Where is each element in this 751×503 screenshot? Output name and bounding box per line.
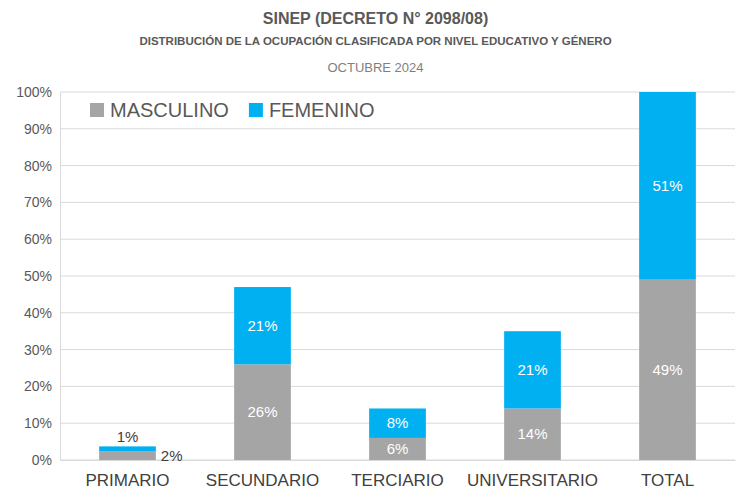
bar bbox=[234, 364, 291, 460]
bar bbox=[504, 331, 561, 408]
x-tick: TOTAL bbox=[641, 460, 694, 490]
y-tick-label: 0% bbox=[32, 452, 52, 468]
chart: SINEP (DECRETO N° 2098/08) DISTRIBUCIÓN D… bbox=[0, 0, 751, 503]
x-tick-label: PRIMARIO bbox=[85, 471, 169, 490]
y-tick: 90% bbox=[24, 121, 60, 137]
y-tick-label: 90% bbox=[24, 121, 52, 137]
data-label: 26% bbox=[247, 403, 277, 420]
y-tick: 100% bbox=[16, 84, 60, 100]
grid-line bbox=[60, 128, 735, 129]
x-tick: UNIVERSITARIO bbox=[467, 460, 598, 490]
y-tick: 70% bbox=[24, 194, 60, 210]
grid-line bbox=[60, 165, 735, 166]
x-tick-label: TOTAL bbox=[641, 471, 694, 490]
annotation: OCTUBRE 2024 bbox=[327, 60, 423, 75]
legend-label: MASCULINO bbox=[110, 99, 229, 121]
y-tick-label: 50% bbox=[24, 268, 52, 284]
y-tick-label: 40% bbox=[24, 305, 52, 321]
data-label: 6% bbox=[387, 440, 409, 457]
bars bbox=[99, 92, 696, 460]
bar bbox=[234, 287, 291, 364]
data-label: 21% bbox=[517, 361, 547, 378]
y-tick: 30% bbox=[24, 342, 60, 358]
y-tick-label: 20% bbox=[24, 378, 52, 394]
y-axis: 0% 10% 20% 30% 40% 50% 60% 70% 80% 90% 100% bbox=[16, 84, 60, 468]
bar bbox=[99, 446, 156, 451]
bar bbox=[369, 408, 426, 437]
grid-line bbox=[60, 349, 735, 350]
y-axis-line bbox=[60, 93, 61, 461]
series bbox=[99, 92, 696, 452]
y-tick-label: 30% bbox=[24, 342, 52, 358]
data-labels: 2% 26% 6% 14% 49% 1% 21% 8% 21% 51% bbox=[117, 177, 683, 464]
y-tick-label: 60% bbox=[24, 231, 52, 247]
y-tick: 20% bbox=[24, 378, 60, 394]
y-tick-label: 80% bbox=[24, 158, 52, 174]
grid-line bbox=[60, 202, 735, 203]
grid-line bbox=[60, 92, 735, 93]
grid-line bbox=[60, 386, 735, 387]
subtitle: DISTRIBUCIÓN DE LA OCUPACIÓN CLASIFICADA… bbox=[139, 35, 611, 47]
grid-line bbox=[60, 239, 735, 240]
bar bbox=[369, 438, 426, 460]
data-label: 2% bbox=[161, 447, 183, 464]
bar bbox=[504, 408, 561, 460]
legend-item: FEMENINO bbox=[249, 99, 375, 121]
x-tick: SECUNDARIO bbox=[206, 460, 319, 490]
x-tick-label: SECUNDARIO bbox=[206, 471, 319, 490]
data-label: 51% bbox=[652, 177, 682, 194]
legend-label: FEMENINO bbox=[269, 99, 375, 121]
x-tick: TERCIARIO bbox=[351, 460, 444, 490]
y-tick: 0% bbox=[32, 452, 60, 468]
data-label: 21% bbox=[247, 317, 277, 334]
data-label: 49% bbox=[652, 361, 682, 378]
bar bbox=[99, 452, 156, 460]
legend-swatch bbox=[90, 103, 104, 117]
data-label: 8% bbox=[387, 414, 409, 431]
y-tick: 80% bbox=[24, 158, 60, 174]
legend-swatch bbox=[249, 103, 263, 117]
x-axis: PRIMARIO SECUNDARIO TERCIARIO UNIVERSITARIO… bbox=[61, 460, 736, 490]
data-label: 14% bbox=[517, 425, 547, 442]
title: SINEP (DECRETO N° 2098/08) bbox=[263, 10, 488, 27]
grid bbox=[60, 92, 735, 460]
y-tick-label: 100% bbox=[16, 84, 52, 100]
grid-line bbox=[60, 276, 735, 277]
y-tick-label: 70% bbox=[24, 194, 52, 210]
bar bbox=[639, 92, 696, 280]
legend: MASCULINO FEMENINO bbox=[90, 99, 374, 121]
grid-line bbox=[60, 312, 735, 313]
x-tick: PRIMARIO bbox=[85, 460, 169, 490]
x-tick-label: TERCIARIO bbox=[351, 471, 444, 490]
y-tick-label: 10% bbox=[24, 415, 52, 431]
y-tick: 50% bbox=[24, 268, 60, 284]
x-tick-label: UNIVERSITARIO bbox=[467, 471, 598, 490]
y-tick: 40% bbox=[24, 305, 60, 321]
y-tick: 10% bbox=[24, 415, 60, 431]
series bbox=[99, 280, 696, 460]
legend-item: MASCULINO bbox=[90, 99, 229, 121]
plot: 0% 10% 20% 30% 40% 50% 60% 70% 80% 90% 100% PRIMARI… bbox=[16, 84, 735, 490]
y-tick: 60% bbox=[24, 231, 60, 247]
bar bbox=[639, 280, 696, 460]
data-label: 1% bbox=[117, 428, 139, 445]
